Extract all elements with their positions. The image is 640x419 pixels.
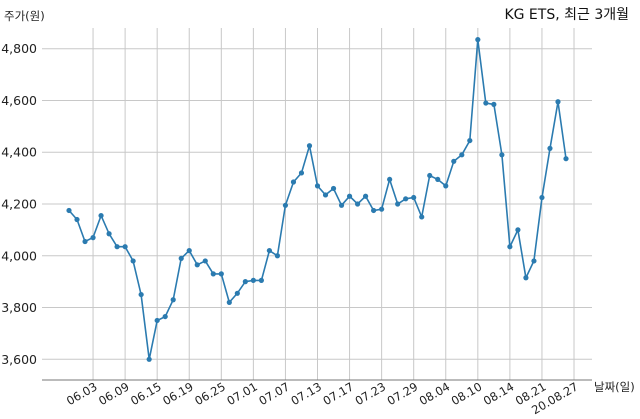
data-point bbox=[82, 238, 88, 245]
data-point bbox=[90, 235, 96, 241]
data-point bbox=[306, 143, 313, 149]
data-point bbox=[122, 244, 128, 250]
y-tick-label: 3,600 bbox=[1, 352, 37, 367]
x-tick-label: 07.23 bbox=[353, 379, 389, 408]
data-point bbox=[218, 271, 224, 277]
y-axis-ticks: 3,600 3,800 4,000 4,200 4,400 4,600 4,800 bbox=[1, 41, 37, 367]
data-point bbox=[314, 183, 321, 189]
y-tick-label: 4,000 bbox=[1, 248, 37, 263]
data-point bbox=[338, 202, 345, 208]
grid-lines bbox=[42, 28, 592, 380]
data-point bbox=[451, 158, 457, 164]
data-point bbox=[531, 258, 537, 264]
y-tick-label: 3,800 bbox=[1, 300, 37, 315]
data-point bbox=[98, 213, 104, 219]
data-point bbox=[178, 255, 184, 261]
y-tick-label: 4,800 bbox=[1, 41, 37, 56]
y-axis-label: 주가(원) bbox=[4, 9, 45, 23]
data-point bbox=[346, 193, 353, 199]
y-tick-label: 4,400 bbox=[1, 145, 37, 160]
x-tick-label: 08.04 bbox=[417, 379, 453, 408]
x-tick-label: 07.01 bbox=[224, 379, 260, 408]
data-point bbox=[443, 183, 449, 189]
data-point bbox=[258, 277, 264, 283]
x-tick-label: 07.13 bbox=[288, 379, 324, 408]
x-tick-label: 07.07 bbox=[256, 379, 292, 408]
data-point bbox=[467, 137, 473, 144]
data-point bbox=[138, 291, 144, 298]
data-point bbox=[194, 262, 200, 268]
x-tick-label: 06.25 bbox=[192, 379, 228, 408]
data-point bbox=[226, 299, 232, 305]
data-point bbox=[539, 194, 545, 201]
x-axis-label: 날짜(일) bbox=[594, 380, 635, 394]
y-tick-label: 4,600 bbox=[1, 93, 37, 108]
data-point bbox=[282, 202, 289, 208]
data-point bbox=[234, 290, 240, 296]
data-point bbox=[523, 275, 529, 281]
data-point bbox=[266, 247, 273, 254]
data-point bbox=[403, 196, 409, 202]
data-point bbox=[186, 247, 192, 254]
data-point bbox=[66, 207, 72, 214]
x-tick-label: 08.10 bbox=[449, 379, 485, 408]
data-point bbox=[154, 317, 160, 324]
data-point bbox=[475, 37, 481, 43]
x-tick-label: 06.15 bbox=[128, 379, 164, 408]
data-point bbox=[411, 194, 417, 201]
data-point bbox=[162, 313, 168, 320]
x-tick-label: 06.09 bbox=[96, 379, 132, 408]
data-point bbox=[387, 176, 393, 183]
data-point bbox=[362, 193, 369, 199]
data-point bbox=[491, 101, 497, 107]
data-point bbox=[459, 152, 465, 158]
x-tick-label: 07.17 bbox=[321, 379, 357, 408]
data-point bbox=[427, 172, 433, 179]
data-point bbox=[114, 244, 120, 250]
data-point bbox=[274, 253, 281, 259]
data-point bbox=[419, 214, 425, 220]
data-point bbox=[242, 279, 248, 285]
data-point bbox=[146, 356, 152, 362]
data-point bbox=[379, 206, 385, 212]
data-point bbox=[499, 152, 505, 158]
data-point bbox=[507, 244, 513, 250]
price-points bbox=[66, 37, 569, 362]
data-point bbox=[330, 185, 337, 192]
x-tick-label: 06.19 bbox=[160, 379, 196, 408]
data-point bbox=[515, 227, 521, 233]
x-tick-label: 06.03 bbox=[64, 379, 100, 408]
data-point bbox=[435, 176, 441, 183]
data-point bbox=[74, 216, 80, 223]
data-point bbox=[170, 297, 176, 303]
chart-title: KG ETS, 최근 3개월 bbox=[504, 7, 629, 23]
x-tick-label: 08.14 bbox=[481, 379, 517, 408]
data-point bbox=[130, 258, 136, 264]
data-point bbox=[483, 100, 489, 106]
y-tick-label: 4,200 bbox=[1, 197, 37, 212]
x-tick-label: 07.29 bbox=[385, 379, 421, 408]
data-point bbox=[563, 156, 569, 162]
data-point bbox=[250, 277, 256, 283]
data-point bbox=[202, 258, 208, 264]
data-point bbox=[106, 231, 112, 237]
data-point bbox=[322, 192, 329, 198]
data-point bbox=[371, 207, 377, 214]
data-point bbox=[547, 145, 553, 151]
data-point bbox=[555, 99, 561, 105]
x-axis-ticks: 06.0306.0906.1506.1906.2507.0107.0707.13… bbox=[64, 379, 580, 417]
data-point bbox=[290, 179, 297, 185]
data-point bbox=[395, 201, 401, 207]
data-point bbox=[210, 271, 216, 277]
data-point bbox=[298, 170, 305, 176]
data-point bbox=[354, 201, 361, 207]
